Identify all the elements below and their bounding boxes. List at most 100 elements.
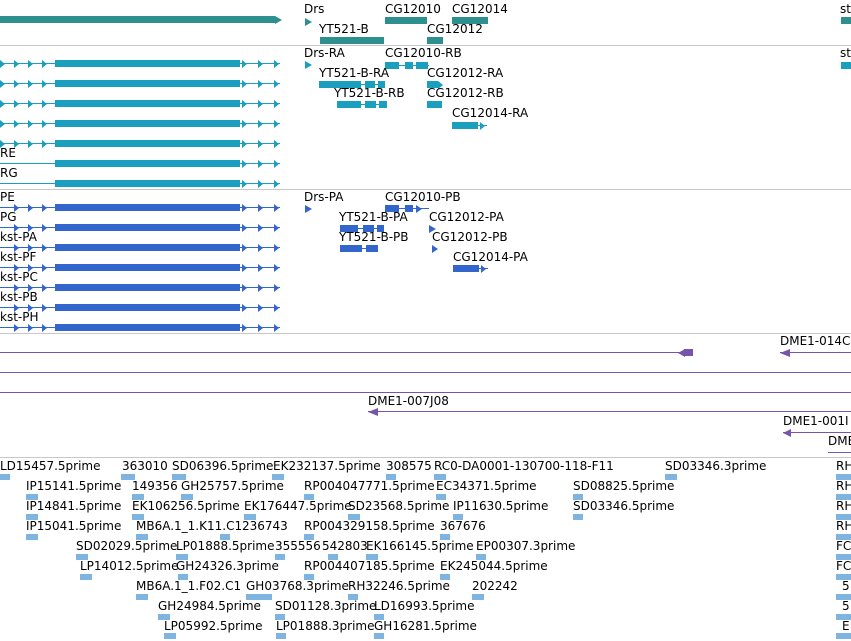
gene-feature[interactable] bbox=[305, 18, 313, 26]
est-label[interactable]: SD08825.5prime bbox=[573, 479, 675, 493]
est-feature[interactable] bbox=[836, 534, 851, 540]
est-label[interactable]: SD03346.3prime bbox=[665, 459, 767, 473]
transcript-feature[interactable] bbox=[841, 61, 851, 69]
est-label[interactable]: IP14841.5prime bbox=[26, 499, 122, 513]
est-feature[interactable] bbox=[573, 514, 583, 520]
est-feature[interactable] bbox=[348, 594, 358, 600]
transcript-feature[interactable] bbox=[432, 245, 442, 253]
est-feature[interactable] bbox=[158, 614, 170, 620]
est-feature[interactable] bbox=[436, 494, 446, 500]
est-feature[interactable] bbox=[836, 594, 851, 600]
est-label[interactable]: GH03768.3prime bbox=[246, 579, 349, 593]
transcript-feature[interactable] bbox=[337, 100, 389, 108]
gene-feature[interactable] bbox=[320, 37, 384, 44]
transcript-label[interactable]: kst-PF bbox=[0, 250, 37, 264]
est-label[interactable]: 308575 bbox=[386, 459, 432, 473]
transcript-label[interactable]: YT521-B-RB bbox=[334, 86, 405, 100]
transcript-label[interactable]: CG12010-PB bbox=[385, 190, 461, 204]
est-label[interactable]: 542803 bbox=[322, 539, 368, 553]
transcript-feature[interactable] bbox=[0, 179, 282, 188]
gene-feature[interactable] bbox=[841, 17, 851, 24]
est-label[interactable]: GH24984.5prime bbox=[158, 599, 261, 613]
transcript-feature[interactable] bbox=[0, 323, 282, 332]
est-feature[interactable] bbox=[276, 633, 286, 639]
transcript-label[interactable]: YT521-B-PA bbox=[339, 210, 408, 224]
est-feature[interactable] bbox=[472, 594, 484, 600]
est-label[interactable]: RP004407185.5prime bbox=[304, 559, 435, 573]
transcript-label[interactable]: kst-PB bbox=[0, 290, 38, 304]
transcript-label[interactable]: CG12014-RA bbox=[452, 106, 529, 120]
gene-label[interactable]: YT521-B bbox=[319, 22, 369, 36]
est-label[interactable]: RH bbox=[836, 479, 851, 493]
est-feature[interactable] bbox=[164, 633, 176, 639]
est-feature[interactable] bbox=[244, 514, 256, 520]
est-label[interactable]: SD06396.5prime bbox=[172, 459, 274, 473]
transcript-feature[interactable] bbox=[340, 244, 380, 252]
transcript-feature[interactable] bbox=[0, 303, 282, 312]
est-feature[interactable] bbox=[275, 614, 285, 620]
est-label[interactable]: RH bbox=[836, 519, 851, 533]
gene-label[interactable]: CG12012 bbox=[427, 22, 483, 36]
transcript-label[interactable]: CG12012-PA bbox=[429, 210, 504, 224]
est-label[interactable]: 149356 bbox=[132, 479, 178, 493]
transcript-label[interactable]: CG12012-RB bbox=[427, 86, 504, 100]
transcript-label[interactable]: CG12010-RB bbox=[385, 46, 462, 60]
transcript-feature[interactable] bbox=[340, 224, 385, 232]
transcript-feature[interactable] bbox=[0, 263, 282, 272]
est-feature[interactable] bbox=[181, 494, 193, 500]
transcript-feature[interactable] bbox=[453, 264, 489, 273]
est-feature[interactable] bbox=[220, 534, 230, 540]
est-label[interactable]: SD03346.5prime bbox=[573, 499, 675, 513]
est-feature[interactable] bbox=[272, 474, 284, 480]
est-feature[interactable] bbox=[374, 633, 384, 639]
est-feature[interactable] bbox=[453, 514, 463, 520]
est-feature[interactable] bbox=[836, 614, 851, 620]
transcript-label[interactable]: Drs-RA bbox=[304, 46, 345, 60]
transcript-label[interactable]: CG12012-RA bbox=[427, 66, 504, 80]
est-label[interactable]: FC bbox=[836, 539, 851, 553]
transcript-label[interactable]: YT521-B-RA bbox=[319, 66, 390, 80]
est-label[interactable]: FC bbox=[836, 559, 851, 573]
est-label[interactable]: LP01888.3prime bbox=[276, 619, 375, 633]
est-feature[interactable] bbox=[26, 494, 38, 500]
est-label[interactable]: EK166145.5prime bbox=[366, 539, 474, 553]
transcript-feature[interactable] bbox=[305, 205, 313, 213]
est-label[interactable]: GH24326.3prime bbox=[176, 559, 279, 573]
transcript-feature[interactable] bbox=[0, 159, 282, 168]
est-label[interactable]: EK245044.5prime bbox=[440, 559, 548, 573]
est-label[interactable]: 355556 bbox=[275, 539, 321, 553]
est-feature[interactable] bbox=[440, 534, 450, 540]
transcript-label[interactable]: kst-PH bbox=[0, 310, 39, 324]
est-label[interactable]: MB6A.1_1.K11.C1 bbox=[136, 519, 243, 533]
est-feature[interactable] bbox=[348, 514, 360, 520]
gene-feature[interactable] bbox=[0, 15, 282, 24]
est-feature[interactable] bbox=[366, 554, 378, 560]
transcript-feature[interactable] bbox=[385, 204, 430, 213]
est-feature[interactable] bbox=[836, 514, 851, 520]
gene-label[interactable]: st bbox=[840, 2, 851, 16]
cdna-feature[interactable] bbox=[0, 348, 694, 357]
transcript-label[interactable]: kst-PC bbox=[0, 270, 38, 284]
est-label[interactable]: LP01888.5prime bbox=[176, 539, 275, 553]
est-label[interactable]: RC0-DA0001-130700-118-F11 bbox=[434, 459, 614, 473]
est-feature[interactable] bbox=[440, 574, 450, 580]
est-label[interactable]: MB6A.1_1.F02.C1 bbox=[136, 579, 242, 593]
cdna-feature[interactable] bbox=[828, 452, 851, 453]
est-feature[interactable] bbox=[434, 474, 446, 480]
est-feature[interactable] bbox=[573, 494, 583, 500]
est-label[interactable]: RH bbox=[836, 459, 851, 473]
transcript-feature[interactable] bbox=[0, 79, 282, 88]
est-label[interactable]: SD02029.5prime bbox=[76, 539, 178, 553]
est-feature[interactable] bbox=[76, 554, 88, 560]
est-feature[interactable] bbox=[26, 534, 38, 540]
transcript-feature[interactable] bbox=[0, 119, 282, 128]
est-feature[interactable] bbox=[665, 474, 677, 480]
est-label[interactable]: 363010 bbox=[122, 459, 168, 473]
est-feature[interactable] bbox=[386, 474, 396, 480]
transcript-feature[interactable] bbox=[319, 80, 387, 88]
est-feature[interactable] bbox=[836, 554, 851, 560]
cdna-label[interactable]: DME bbox=[828, 434, 851, 448]
cdna-label[interactable]: DME1-007J08 bbox=[368, 394, 449, 408]
est-label[interactable]: RH32246.5prime bbox=[348, 579, 450, 593]
est-label[interactable]: IP15141.5prime bbox=[26, 479, 122, 493]
